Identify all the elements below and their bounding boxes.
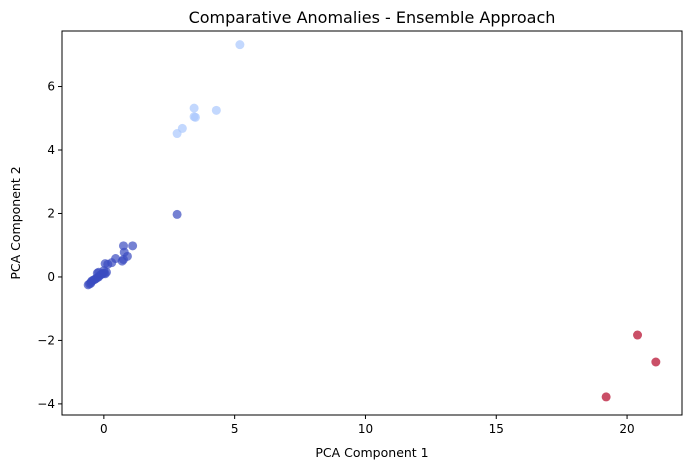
x-tick-label: 20 [619, 422, 634, 436]
data-point-cluster-1 [190, 112, 200, 122]
y-tick-label: 4 [47, 143, 55, 157]
y-tick-label: 2 [47, 206, 55, 220]
data-point-cluster-1 [211, 105, 221, 115]
chart-title: Comparative Anomalies - Ensemble Approac… [189, 8, 556, 27]
plot-frame [61, 30, 683, 416]
y-tick-label: −4 [37, 397, 55, 411]
data-point-cluster-0 [172, 209, 182, 219]
y-tick-label: −2 [37, 333, 55, 347]
data-point-cluster-2 [601, 392, 611, 402]
x-tick-label: 15 [489, 422, 504, 436]
y-tick-label: 6 [47, 80, 55, 94]
data-point-cluster-2 [633, 330, 643, 340]
data-point-cluster-2 [651, 357, 661, 367]
x-tick-label: 0 [100, 422, 108, 436]
data-point-cluster-1 [235, 40, 245, 50]
data-points [83, 40, 661, 402]
data-point-cluster-0 [128, 241, 138, 251]
x-axis-label: PCA Component 1 [315, 445, 428, 460]
y-tick-label: 0 [47, 270, 55, 284]
x-tick-label: 10 [358, 422, 373, 436]
x-tick-label: 5 [231, 422, 239, 436]
x-axis-ticks: 0 5 10 15 20 [100, 415, 635, 436]
data-point-cluster-1 [189, 103, 199, 113]
y-axis-ticks: −4 −2 0 2 4 6 [37, 80, 62, 411]
data-point-cluster-0 [118, 241, 128, 251]
y-axis-label: PCA Component 2 [8, 166, 23, 279]
data-point-cluster-1 [177, 123, 187, 133]
